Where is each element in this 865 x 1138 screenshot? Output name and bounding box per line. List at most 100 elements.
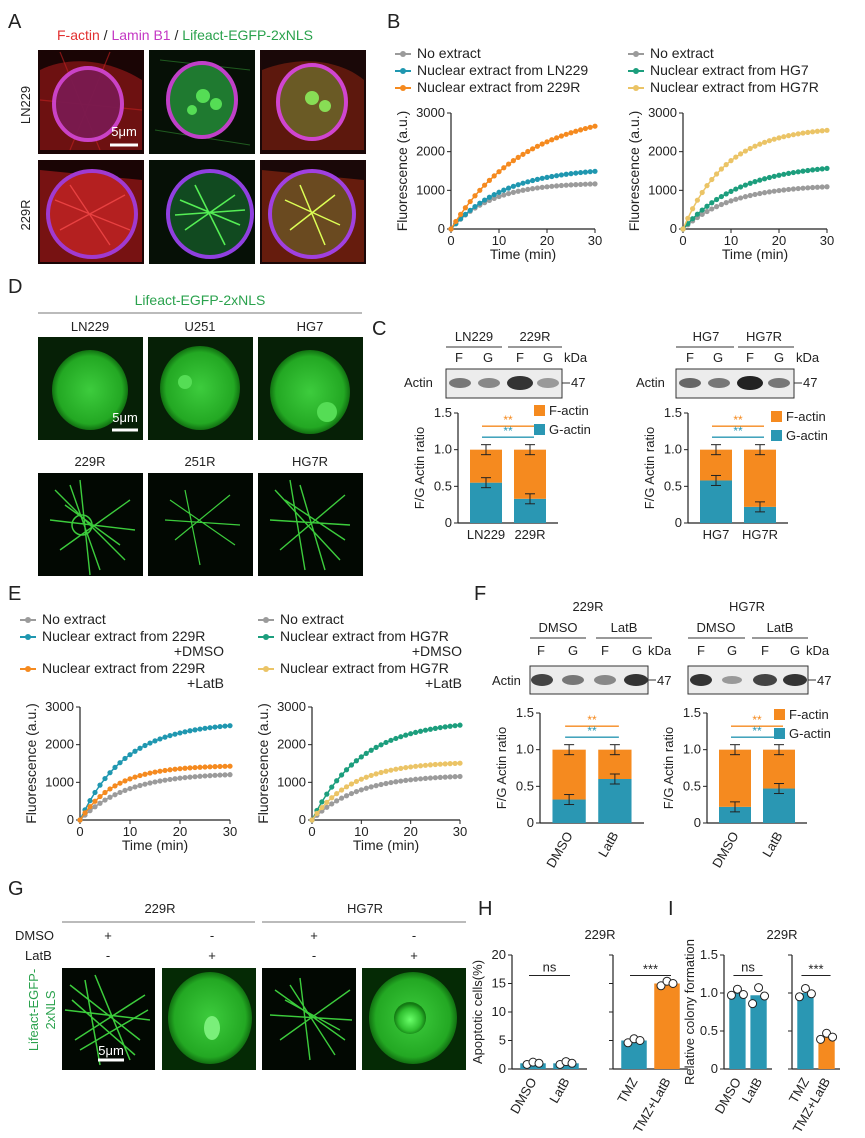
- data-point: [217, 772, 223, 778]
- data-point: [819, 128, 825, 134]
- data-point: [92, 798, 98, 804]
- legend-swatch: [774, 709, 785, 720]
- chart-b-left: 0 10 20 30 0 1000 2000 3000 Time (min) Fluorescen…: [394, 45, 602, 262]
- data-point: [162, 777, 168, 783]
- data-point: [182, 729, 188, 735]
- data-point: [112, 764, 118, 771]
- data-point: [704, 183, 710, 189]
- lane-label: G: [774, 350, 784, 365]
- data-point: [539, 175, 545, 181]
- band-label: Actin: [404, 375, 433, 390]
- replicate-point: [806, 989, 816, 999]
- x-tick-label: 30: [223, 824, 237, 839]
- data-point: [506, 185, 512, 191]
- x-tick-label: 0: [76, 824, 83, 839]
- data-point: [212, 724, 218, 730]
- data-point: [814, 184, 821, 190]
- data-point: [152, 738, 158, 744]
- data-point: [582, 125, 589, 132]
- y-tick-label: 0: [499, 1061, 506, 1076]
- data-point: [757, 190, 763, 197]
- y-axis-label: F/G Actin ratio: [642, 427, 657, 509]
- legend-label: Nuclear extract from 229R: [42, 628, 205, 644]
- data-point: [398, 765, 404, 771]
- mw-label: 47: [817, 673, 831, 688]
- bar: [797, 993, 814, 1069]
- panel-letter-f: F: [474, 583, 486, 605]
- chart-title: 229R: [584, 927, 615, 942]
- data-point: [202, 725, 208, 731]
- x-tick-label: 10: [492, 233, 506, 248]
- data-point: [452, 760, 458, 767]
- y-tick-label: 2000: [45, 737, 74, 752]
- legend-label: F-actin: [786, 409, 826, 424]
- data-point: [568, 171, 574, 177]
- data-point: [182, 765, 188, 771]
- data-point: [762, 190, 768, 196]
- data-point: [442, 724, 448, 730]
- data-point: [314, 810, 320, 816]
- data-point: [97, 793, 103, 800]
- data-point: [192, 727, 198, 733]
- data-point: [704, 203, 710, 209]
- category-label: 229R: [514, 527, 545, 542]
- data-point: [82, 810, 88, 816]
- data-point: [786, 133, 792, 139]
- data-point: [363, 785, 369, 791]
- panel-g-signs: + - + - - + - +: [104, 928, 418, 963]
- data-point: [467, 207, 473, 213]
- legend-label: Nuclear extract from LN229: [417, 62, 588, 78]
- data-point: [747, 145, 753, 152]
- panel-g-group-hg7r: HG7R: [347, 901, 383, 916]
- data-point: [162, 767, 168, 774]
- data-point: [680, 226, 686, 232]
- bar: [654, 983, 680, 1069]
- data-point: [187, 765, 193, 771]
- mw-label: 47: [657, 673, 671, 688]
- y-tick-label: 0: [527, 815, 534, 830]
- data-point: [578, 181, 584, 188]
- data-point: [539, 184, 545, 190]
- panel-g-group-229r: 229R: [144, 901, 175, 916]
- legend-marker: [25, 634, 31, 640]
- y-tick-label: 3000: [416, 105, 445, 120]
- y-axis-label: Fluorescence (a.u.): [255, 703, 271, 824]
- blot-f-right-treatment-1: LatB: [767, 620, 794, 635]
- data-point: [573, 182, 579, 188]
- data-point: [776, 172, 782, 178]
- data-point: [491, 192, 497, 198]
- chart-e-right: 0 10 20 30 0 1000 2000 3000 Time (min) Fluorescen…: [255, 611, 467, 853]
- data-point: [162, 734, 168, 740]
- data-point: [781, 134, 787, 140]
- data-point: [122, 778, 128, 784]
- data-point: [733, 186, 739, 192]
- data-point: [137, 782, 143, 789]
- panel-letter-c: C: [372, 318, 386, 340]
- legend-marker: [263, 666, 269, 672]
- data-point: [549, 137, 555, 143]
- data-point: [728, 188, 734, 194]
- data-point: [549, 173, 555, 180]
- data-point: [442, 774, 448, 780]
- data-point: [506, 161, 512, 167]
- data-point: [534, 185, 541, 191]
- data-point: [824, 127, 830, 133]
- data-point: [393, 779, 399, 785]
- data-point: [207, 773, 213, 779]
- data-point: [530, 186, 536, 192]
- data-point: [378, 769, 384, 776]
- y-tick-label: 1000: [277, 774, 306, 789]
- data-point: [467, 198, 473, 205]
- x-tick-label: 0: [447, 233, 454, 248]
- sig-label-g: **: [752, 724, 762, 738]
- data-point: [132, 774, 138, 780]
- data-point: [137, 772, 143, 779]
- data-point: [383, 780, 389, 787]
- data-point: [558, 182, 565, 189]
- data-point: [582, 181, 589, 187]
- y-axis-label: Fluorescence (a.u.): [626, 111, 642, 232]
- data-point: [510, 183, 516, 189]
- sig-label: ns: [741, 960, 755, 975]
- data-point: [819, 166, 825, 172]
- data-point: [486, 194, 492, 200]
